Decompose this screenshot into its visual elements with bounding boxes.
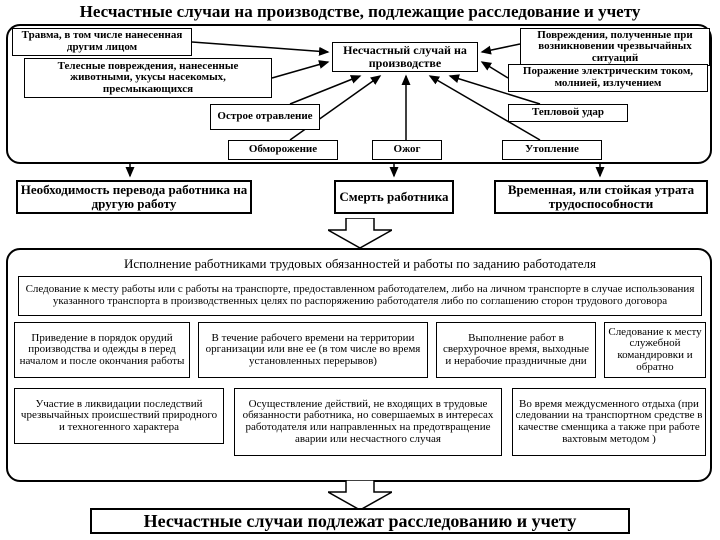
box-commute: Следование к месту работы или с работы н…: [18, 276, 702, 316]
box-trauma: Травма, в том числе нанесенная другим ли…: [12, 28, 192, 56]
box-transfer: Необходимость перевода работника на друг…: [16, 180, 252, 214]
box-actions: Осуществление действий, не входящих в тр…: [234, 388, 502, 456]
box-emergency: Повреждения, полученные при возникновени…: [520, 28, 710, 66]
box-overtime: Выполнение работ в сверхурочное время, в…: [436, 322, 596, 378]
box-frost: Обморожение: [228, 140, 338, 160]
box-disability: Временная, или стойкая утрата трудоспосо…: [494, 180, 708, 214]
footer-box: Несчастные случаи подлежат расследованию…: [90, 508, 630, 534]
box-electric: Поражение электрическим током, молнией, …: [508, 64, 708, 92]
box-death: Смерть работника: [334, 180, 454, 214]
box-accident-center: Несчастный случай на производстве: [332, 42, 478, 72]
box-burn: Ожог: [372, 140, 442, 160]
box-shift: Во время междусменного отдыха (при следо…: [512, 388, 706, 456]
box-travel: Следование к месту служебной командировк…: [604, 322, 706, 378]
big-arrow-icon-2: [328, 480, 392, 510]
box-bodily: Телесные повреждения, нанесенные животны…: [24, 58, 272, 98]
box-liquidation: Участие в ликвидации последствий чрезвыч…: [14, 388, 224, 444]
box-order: Приведение в порядок орудий производства…: [14, 322, 190, 378]
box-heat: Тепловой удар: [508, 104, 628, 122]
box-poison: Острое отравление: [210, 104, 320, 130]
main-title: Несчастные случаи на производстве, подле…: [6, 2, 714, 22]
lower-header: Исполнение работниками трудовых обязанно…: [24, 254, 696, 274]
box-drown: Утопление: [502, 140, 602, 160]
big-arrow-icon: [328, 218, 392, 248]
box-territory: В течение рабочего времени на территории…: [198, 322, 428, 378]
